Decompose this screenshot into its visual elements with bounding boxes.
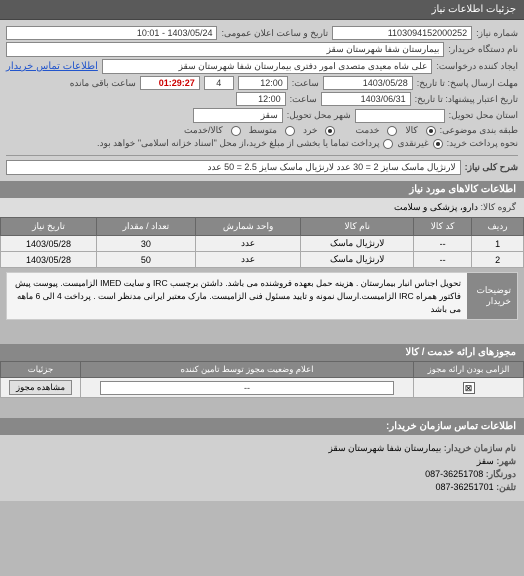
days-remain-field: 4 — [204, 76, 234, 90]
table-cell: 30 — [97, 236, 196, 252]
medium-radio[interactable] — [285, 126, 295, 136]
time-remain-label: ساعت باقی مانده — [70, 78, 136, 89]
org-field: بیمارستان شفا شهرستان سقز — [6, 42, 444, 57]
req-num-field: 1103094152000252 — [332, 26, 472, 40]
table-cell: 1403/05/28 — [1, 236, 97, 252]
deadline-date-field: 1403/05/28 — [323, 76, 413, 90]
payment-radio-a[interactable] — [433, 139, 443, 149]
province-label: استان محل تحویل: — [449, 110, 518, 121]
need-desc-field: لارنژیال ماسک سایز 2 = 30 عدد لارنژیال م… — [6, 160, 461, 175]
deadline-time-field: 12:00 — [238, 76, 288, 90]
cert-h3: جزئیات — [1, 362, 81, 378]
validity-time-field: 12:00 — [236, 92, 286, 106]
org-label: نام دستگاه خریدار: — [448, 44, 518, 55]
contact-fax-label: دورنگار: — [486, 469, 516, 479]
goods-section-title: اطلاعات کالاهای مورد نیاز — [0, 181, 524, 198]
buyer-description-box: توضیحات خریدار تحویل اجناس انبار بیمارست… — [6, 272, 518, 320]
contact-fax: 36251708-087 — [425, 469, 483, 479]
payment-a: غیرنقدی — [397, 138, 428, 149]
service-radio[interactable] — [387, 126, 397, 136]
table-row: 2--لارنژیال ماسکعدد501403/05/28 — [1, 252, 524, 268]
requester-label: ایجاد کننده درخواست: — [436, 61, 518, 72]
desc-label: توضیحات خریدار — [467, 273, 517, 319]
cash-opt: کالا/خدمت — [184, 125, 223, 136]
items-table: ردیف کد کالا نام کالا واحد شمارش تعداد /… — [0, 217, 524, 268]
contact-tel: 36251701-087 — [436, 482, 494, 492]
table-row: 1--لارنژیال ماسکعدد301403/05/28 — [1, 236, 524, 252]
time-label-2: ساعت: — [290, 94, 317, 105]
service-opt: خدمت — [355, 125, 379, 136]
payment-b: پرداخت تماما یا بخشی از مبلغ خرید،از محل… — [97, 138, 379, 149]
panel-header: جزئیات اطلاعات نیاز — [0, 0, 524, 20]
type-radio-group: کالا خدمت — [355, 125, 435, 136]
col-qty: تعداد / مقدار — [97, 218, 196, 236]
cash-radio[interactable] — [231, 126, 241, 136]
city-label: شهر محل تحویل: — [287, 110, 351, 121]
goods-opt: کالا — [405, 125, 417, 136]
payment-radio-b[interactable] — [383, 139, 393, 149]
cert-status-field[interactable]: -- — [100, 381, 393, 395]
col-row: ردیف — [472, 218, 524, 236]
requester-field: علی شاه معیدی متصدی امور دفتری بیمارستان… — [102, 59, 432, 74]
size-radio-group: خرد متوسط کالا/خدمت — [184, 125, 335, 136]
province-field — [355, 109, 445, 123]
contact-section: نام سازمان خریدار: بیمارستان شفا شهرستان… — [0, 435, 524, 501]
col-date: تاریخ نیاز — [1, 218, 97, 236]
cert-h1: الزامی بودن ارائه مجوز — [414, 362, 524, 378]
cert-checkbox[interactable]: ⊠ — [463, 382, 475, 394]
table-cell: لارنژیال ماسک — [301, 252, 414, 268]
contact-city-label: شهر: — [496, 456, 516, 466]
validity-label: تاریخ اعتبار پیشنهاد: تا تاریخ: — [415, 94, 518, 105]
table-cell: عدد — [195, 252, 301, 268]
small-radio[interactable] — [325, 126, 335, 136]
col-unit: واحد شمارش — [195, 218, 301, 236]
cert-row: ⊠ -- مشاهده مجوز — [1, 378, 524, 398]
desc-text: تحویل اجناس انبار بیمارستان . هزینه حمل … — [7, 273, 467, 319]
cert-h2: اعلام وضعیت مجوز توسط تامین کننده — [81, 362, 414, 378]
small-opt: خرد — [303, 125, 318, 136]
goods-radio[interactable] — [426, 126, 436, 136]
contact-org: بیمارستان شفا شهرستان سقز — [328, 443, 441, 453]
goods-group-label: طبقه بندی موضوعی: — [440, 125, 518, 136]
public-date-field: 1403/05/24 - 10:01 — [6, 26, 217, 40]
items-header-row: ردیف کد کالا نام کالا واحد شمارش تعداد /… — [1, 218, 524, 236]
need-desc-label: شرح کلی نیاز: — [465, 162, 518, 173]
table-cell: 1 — [472, 236, 524, 252]
table-cell: 2 — [472, 252, 524, 268]
city-field: سقز — [193, 108, 283, 123]
col-code: کد کالا — [414, 218, 472, 236]
public-date-label: تاریخ و ساعت اعلان عمومی: — [221, 28, 328, 39]
validity-date-field: 1403/06/31 — [321, 92, 411, 106]
contact-org-label: نام سازمان خریدار: — [444, 443, 516, 453]
time-label-1: ساعت: — [292, 78, 319, 89]
goods-group-lbl: گروه کالا: — [481, 202, 516, 212]
contact-tel-label: تلفن: — [496, 482, 516, 492]
goods-group-row: گروه کالا: دارو، پزشکی و سلامت — [0, 198, 524, 217]
table-cell: لارنژیال ماسک — [301, 236, 414, 252]
col-name: نام کالا — [301, 218, 414, 236]
form-section: شماره نیاز: 1103094152000252 تاریخ و ساع… — [0, 20, 524, 181]
table-cell: عدد — [195, 236, 301, 252]
medium-opt: متوسط — [249, 125, 277, 136]
payment-label: نحوه پرداخت خرید: — [447, 138, 518, 149]
time-remain-field: 01:29:27 — [140, 76, 200, 90]
table-cell: -- — [414, 236, 472, 252]
cert-table: الزامی بودن ارائه مجوز اعلام وضعیت مجوز … — [0, 361, 524, 398]
buyer-contact-link[interactable]: اطلاعات تماس خریدار — [6, 61, 98, 72]
table-cell: -- — [414, 252, 472, 268]
contact-city: سقز — [477, 456, 494, 466]
view-cert-button[interactable]: مشاهده مجوز — [9, 380, 72, 395]
panel-title: جزئیات اطلاعات نیاز — [432, 4, 516, 15]
req-num-label: شماره نیاز: — [476, 28, 518, 39]
contact-title: اطلاعات تماس سازمان خریدار: — [0, 418, 524, 435]
deadline-label: مهلت ارسال پاسخ: تا تاریخ: — [417, 78, 518, 89]
cert-section-title: مجوزهای ارائه خدمت / کالا — [0, 344, 524, 361]
goods-group-val: دارو، پزشکی و سلامت — [394, 202, 478, 212]
table-cell: 50 — [97, 252, 196, 268]
table-cell: 1403/05/28 — [1, 252, 97, 268]
